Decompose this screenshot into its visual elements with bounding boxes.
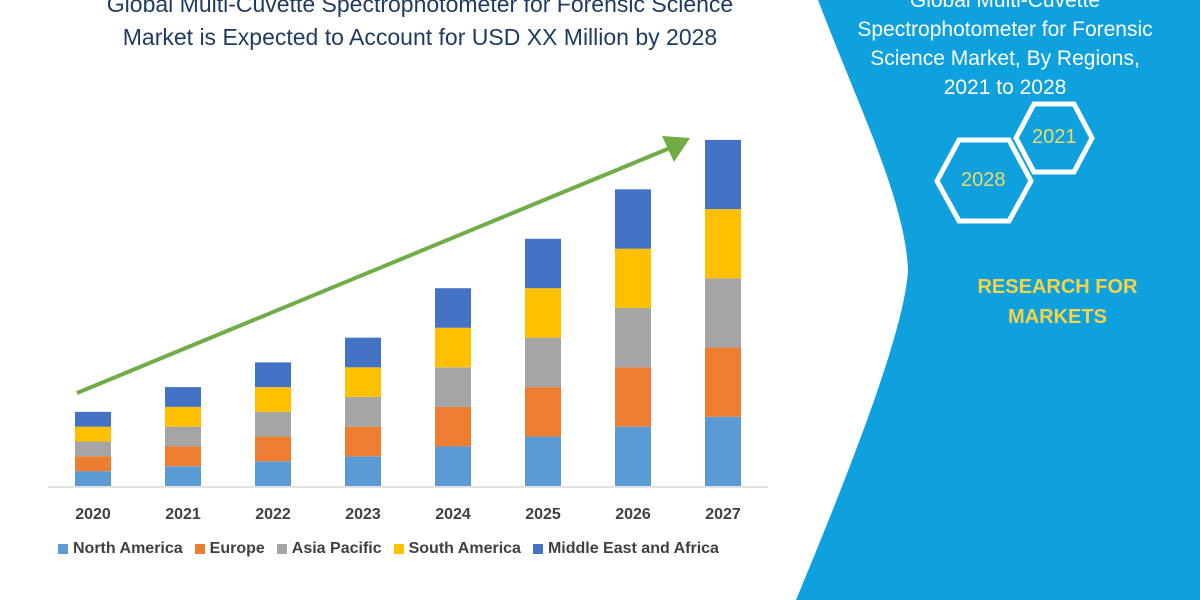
legend-swatch xyxy=(194,544,205,554)
x-tick-label: 2027 xyxy=(705,506,741,523)
bar-segment-2022-north-america xyxy=(255,461,291,486)
side-title-line: Science Market, By Regions, xyxy=(870,47,1140,70)
legend-item: North America xyxy=(58,540,183,558)
bar-segment-2024-middle-east-and-africa xyxy=(435,288,471,328)
trend-arrow-head xyxy=(662,136,690,162)
bar-segment-2023-middle-east-and-africa xyxy=(345,337,381,368)
bar-segment-2021-north-america xyxy=(165,466,201,486)
legend-swatch xyxy=(276,544,287,554)
bar-segment-2027-south-america xyxy=(705,209,741,279)
hexagon-2021 xyxy=(1013,101,1095,175)
bar-segment-2020-asia-pacific xyxy=(75,441,111,457)
x-tick-label: 2022 xyxy=(255,506,291,523)
legend-label: North America xyxy=(73,540,183,557)
bar-segment-2023-south-america xyxy=(345,367,381,397)
bar-segment-2020-middle-east-and-africa xyxy=(75,411,111,427)
x-tick-label: 2020 xyxy=(75,506,111,523)
bar-segment-2024-south-america xyxy=(435,327,471,368)
bar-segment-2025-north-america xyxy=(525,436,561,486)
stacked-bar-chart: 2020 2021 2022 2023 2024 2025 2026 2027 xyxy=(48,136,768,523)
bar-segment-2020-europe xyxy=(75,456,111,472)
bar-segment-2024-europe xyxy=(435,406,471,447)
brand-line: MARKETS xyxy=(1008,306,1107,328)
bar-segment-2020-south-america xyxy=(75,426,111,442)
hex-label-2028: 2028 xyxy=(961,169,1006,191)
legend-item: Middle East and Africa xyxy=(532,540,719,558)
bar-segment-2023-europe xyxy=(345,426,381,457)
legend-swatch xyxy=(532,544,543,554)
bar-segment-2022-europe xyxy=(255,436,291,462)
bar-segment-2026-europe xyxy=(615,367,651,427)
legend: North America Europe Asia Pacific South Ame… xyxy=(58,540,719,558)
x-tick-label: 2026 xyxy=(615,506,651,523)
side-title-line: 2021 to 2028 xyxy=(943,76,1067,99)
bar-segment-2026-asia-pacific xyxy=(615,308,651,368)
bar-segment-2026-north-america xyxy=(615,426,651,486)
bar-segment-2025-middle-east-and-africa xyxy=(525,238,561,289)
bar-segment-2023-asia-pacific xyxy=(345,397,381,427)
bar-segment-2022-south-america xyxy=(255,387,291,412)
hexagon-2028 xyxy=(934,137,1034,224)
bar-segment-2027-north-america xyxy=(705,416,741,486)
bar-segment-2026-south-america xyxy=(615,248,651,308)
legend-label: Middle East and Africa xyxy=(547,540,719,557)
chart-title: Global Multi-Cuvette Spectrophotometer f… xyxy=(40,0,800,54)
bar-segment-2020-north-america xyxy=(75,471,111,486)
bar-segment-2023-north-america xyxy=(345,456,381,486)
trend-arrow-line xyxy=(76,146,671,395)
x-tick-label: 2024 xyxy=(435,506,471,523)
bar-segment-2027-europe xyxy=(705,347,741,417)
legend-item: Europe xyxy=(194,540,265,558)
brand-logo-text: RESEARCH FOR MARKETS xyxy=(940,272,1175,332)
hex-label-2021: 2021 xyxy=(1032,126,1077,148)
legend-label: Asia Pacific xyxy=(291,540,382,557)
side-panel-shape xyxy=(796,0,1200,600)
x-tick-label: 2021 xyxy=(165,506,201,523)
side-title-line: Spectrophotometer for Forensic xyxy=(857,18,1153,41)
bar-segment-2027-asia-pacific xyxy=(705,278,741,348)
side-panel-title: Global Multi-Cuvette Spectrophotometer f… xyxy=(820,0,1190,102)
x-tick-label: 2023 xyxy=(345,506,381,523)
bar-segment-2024-asia-pacific xyxy=(435,367,471,407)
bar-segment-2021-middle-east-and-africa xyxy=(165,387,201,407)
bar-segment-2022-middle-east-and-africa xyxy=(255,362,291,388)
legend-swatch xyxy=(58,544,68,554)
legend-item: Asia Pacific xyxy=(276,540,382,558)
title-line: Market is Expected to Account for USD XX… xyxy=(122,24,718,50)
bar-segment-2026-middle-east-and-africa xyxy=(615,189,651,249)
legend-swatch xyxy=(393,544,404,554)
bar-segment-2025-asia-pacific xyxy=(525,337,561,388)
bar-segment-2027-middle-east-and-africa xyxy=(705,139,741,210)
bar-segment-2021-south-america xyxy=(165,406,201,427)
bar-segment-2025-europe xyxy=(525,387,561,437)
side-title-line: Global Multi-Cuvette xyxy=(909,0,1101,12)
bar-segment-2021-asia-pacific xyxy=(165,426,201,447)
legend-label: South America xyxy=(408,540,521,557)
legend-label: Europe xyxy=(209,540,265,557)
bar-segment-2024-north-america xyxy=(435,446,471,486)
title-line: Global Multi-Cuvette Spectrophotometer f… xyxy=(106,0,734,17)
legend-item: South America xyxy=(393,540,521,558)
bar-segment-2021-europe xyxy=(165,446,201,467)
bar-segment-2025-south-america xyxy=(525,288,561,338)
x-tick-label: 2025 xyxy=(525,506,561,523)
bar-segment-2022-asia-pacific xyxy=(255,411,291,437)
brand-line: RESEARCH FOR xyxy=(977,276,1138,298)
